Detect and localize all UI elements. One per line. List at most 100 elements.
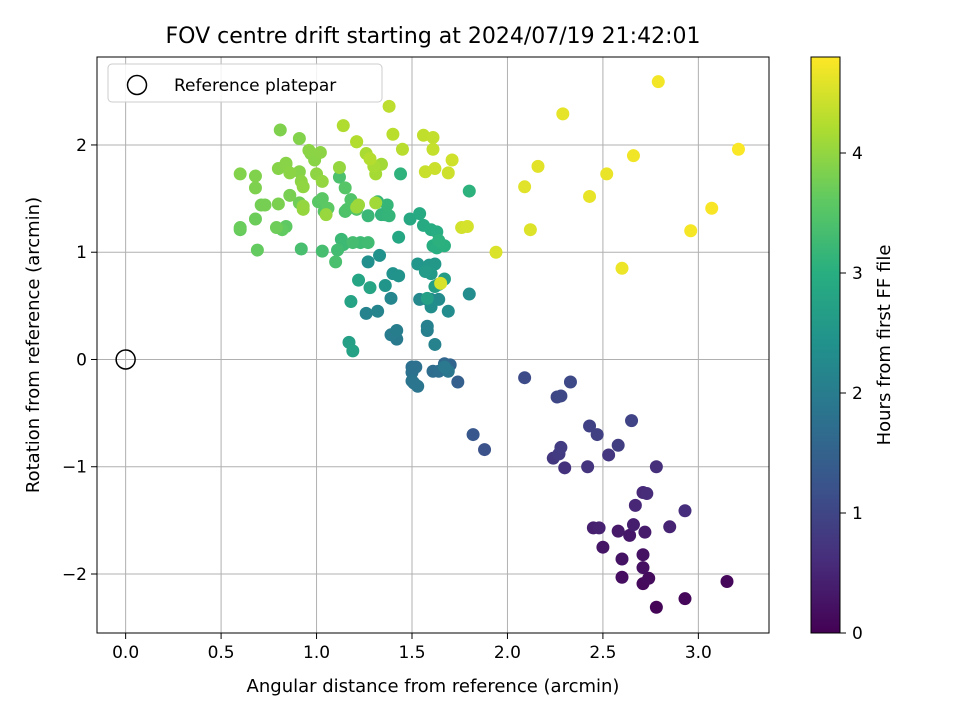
data-point (625, 414, 639, 428)
data-point (581, 460, 595, 474)
colorbar-tick-label: 3 (852, 264, 863, 284)
data-point (596, 540, 610, 554)
data-points (233, 75, 745, 614)
data-point (361, 236, 375, 250)
data-point (336, 119, 350, 133)
data-point (331, 243, 345, 257)
data-point (602, 448, 616, 462)
data-point (590, 428, 604, 442)
data-point (649, 460, 663, 474)
data-point (615, 261, 629, 275)
data-point (558, 461, 572, 475)
data-point (382, 99, 396, 113)
data-point (329, 255, 343, 269)
data-point (361, 255, 375, 269)
data-point (403, 212, 417, 226)
data-point (350, 135, 364, 149)
colorbar-tick-label: 1 (852, 504, 863, 524)
data-point (420, 291, 434, 305)
reference-platepar-marker (115, 349, 136, 370)
data-point (332, 170, 346, 184)
data-point (678, 592, 692, 606)
data-point (258, 198, 272, 212)
data-point (392, 269, 406, 283)
data-point (361, 209, 375, 223)
data-point (346, 344, 360, 358)
colorbar-tick-label: 4 (852, 144, 863, 164)
x-tick-label: 2.5 (589, 643, 616, 663)
data-point (556, 107, 570, 121)
data-point (432, 233, 446, 247)
data-point (313, 145, 327, 159)
data-point (390, 324, 404, 338)
data-point (384, 291, 398, 305)
data-point (611, 524, 625, 538)
data-point (378, 278, 392, 292)
data-point (294, 242, 308, 256)
data-point (319, 208, 333, 222)
data-point (346, 236, 360, 250)
y-tick-label: 1 (76, 243, 87, 263)
data-point (626, 149, 640, 163)
data-point (684, 224, 698, 238)
x-tick-label: 1.5 (398, 643, 425, 663)
data-point (344, 295, 358, 309)
data-point (462, 184, 476, 198)
data-point (420, 319, 434, 333)
data-point (296, 180, 310, 194)
data-point (451, 375, 465, 389)
data-point (466, 428, 480, 442)
data-point (489, 245, 503, 259)
data-point (623, 528, 637, 542)
data-point (437, 360, 451, 374)
x-tick-label: 1.0 (303, 643, 330, 663)
data-point (371, 304, 385, 318)
data-point (233, 221, 247, 235)
y-axis-ticks: −2 −1 0 1 2 (62, 136, 97, 585)
data-point (426, 142, 440, 156)
plot-frame (96, 56, 770, 634)
data-point (373, 248, 387, 262)
x-tick-label: 0.5 (208, 643, 235, 663)
x-tick-label: 3.0 (685, 643, 712, 663)
y-tick-label: 2 (76, 136, 87, 156)
data-point (523, 223, 537, 237)
data-point (233, 167, 247, 181)
data-point (649, 600, 663, 614)
data-point (248, 181, 262, 195)
data-point (720, 575, 734, 589)
data-point (478, 443, 492, 457)
data-point (428, 162, 442, 176)
data-point (426, 130, 440, 144)
x-tick-label: 2.0 (494, 643, 521, 663)
data-point (434, 276, 448, 290)
data-point (248, 169, 262, 183)
data-point (363, 281, 377, 295)
y-tick-label: −2 (62, 565, 87, 585)
data-point (554, 389, 568, 403)
colorbar-gradient (810, 56, 841, 634)
data-point (663, 520, 677, 534)
colorbar-ticks: 0 1 2 3 4 (840, 144, 863, 644)
data-point (363, 152, 377, 166)
data-point (615, 552, 629, 566)
colorbar-tick-label: 0 (852, 624, 863, 644)
colorbar: 0 1 2 3 4 Hours from first FF file (810, 56, 895, 644)
x-axis-ticks: 0.0 0.5 1.0 1.5 2.0 2.5 3.0 (112, 633, 712, 663)
data-point (418, 265, 432, 279)
data-point (636, 561, 650, 575)
data-point (554, 440, 568, 454)
data-point (705, 201, 719, 215)
reference-marker (115, 349, 136, 370)
data-point (315, 174, 329, 188)
data-point (283, 166, 297, 180)
data-point (441, 304, 455, 318)
legend: Reference platepar (107, 63, 383, 103)
data-point (615, 570, 629, 584)
data-point (651, 75, 665, 89)
y-axis-label: Rotation from reference (arcmin) (23, 197, 44, 493)
y-tick-label: 0 (76, 350, 87, 370)
data-point (296, 202, 310, 216)
data-point (407, 376, 421, 390)
colorbar-tick-label: 2 (852, 384, 863, 404)
